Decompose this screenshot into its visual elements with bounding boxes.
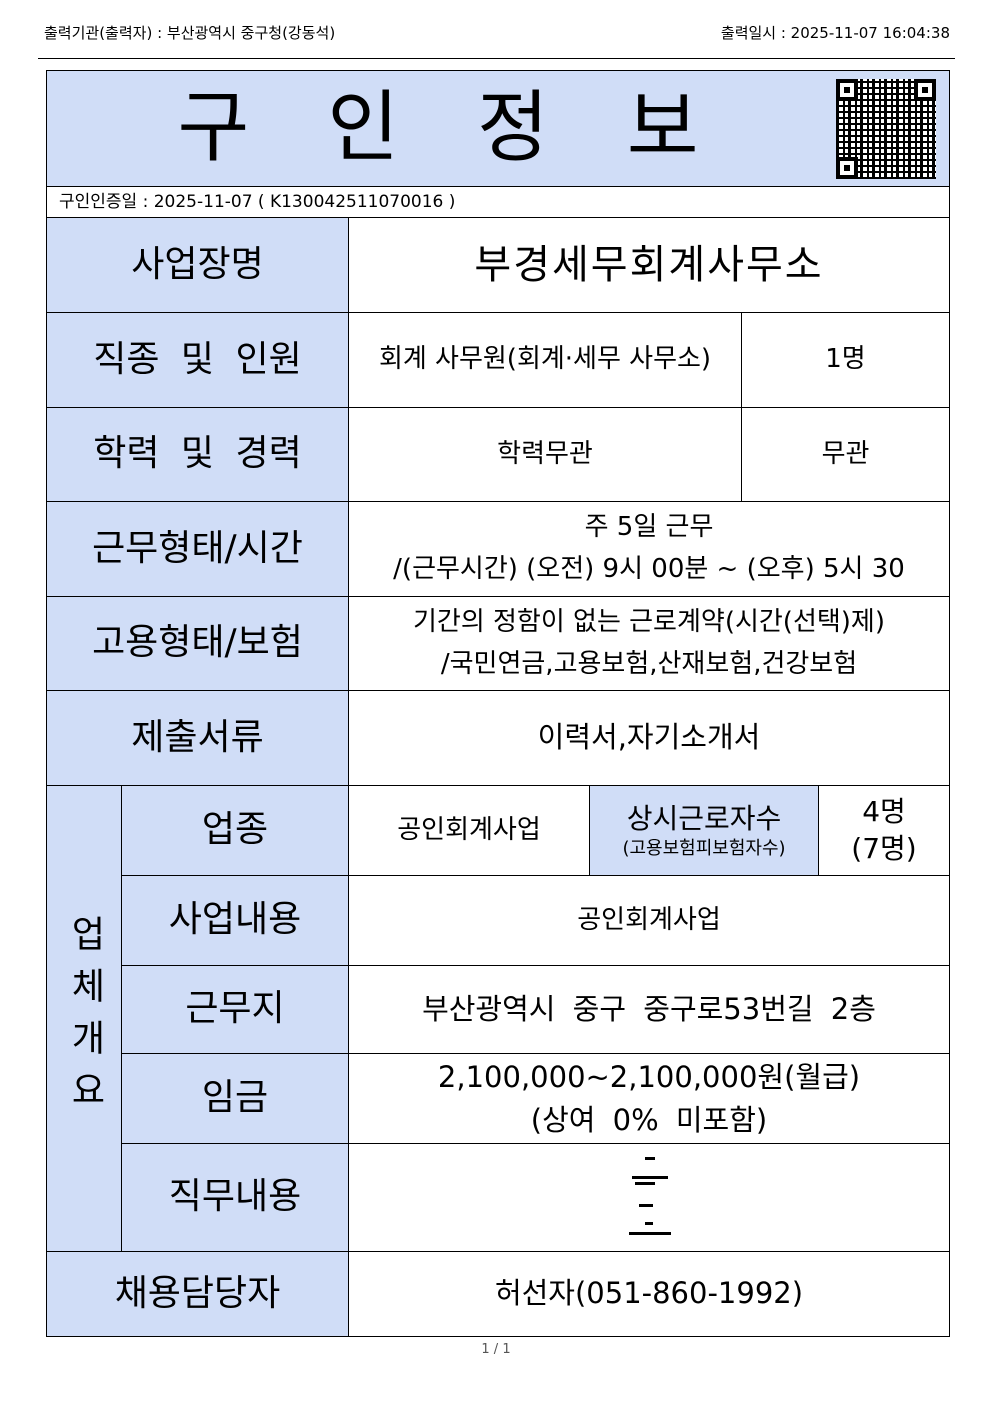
label-edu: 학력 및 경력 <box>47 408 349 502</box>
job-count: 1명 <box>742 313 950 408</box>
cert-info: 구인인증일 : 2025-11-07 ( K130042511070016 ) <box>47 187 950 218</box>
issuer-text: 출력기관(출력자) : 부산광역시 중구청(강동석) <box>44 24 336 42</box>
page-title: 구 인 정 보 <box>47 71 950 187</box>
job-title: 회계 사무원(회계·세무 사무소) <box>349 313 742 408</box>
label-location: 근무지 <box>122 966 349 1054</box>
documents: 이력서,자기소개서 <box>349 691 950 786</box>
contract-type: 기간의 정함이 없는 근로계약(시간(선택)제) <box>412 606 885 637</box>
qr-code-icon <box>836 79 936 179</box>
contact: 허선자(051-860-1992) <box>349 1252 950 1337</box>
label-work: 근무형태/시간 <box>47 502 349 597</box>
company-name: 부경세무회계사무소 <box>349 218 950 313</box>
work-hours: /(근무시간) (오전) 9시 00분 ~ (오후) 5시 30 <box>393 554 905 584</box>
label-wage: 임금 <box>122 1054 349 1144</box>
label-duty: 직무내용 <box>122 1144 349 1252</box>
label-docs: 제출서류 <box>47 691 349 786</box>
location: 부산광역시 중구 중구로53번길 2층 <box>349 966 950 1054</box>
wage: 2,100,000~2,100,000원(월급) <box>437 1060 861 1095</box>
label-overview: 업체개요 <box>47 786 122 1252</box>
label-employment: 고용형태/보험 <box>47 597 349 691</box>
education: 학력무관 <box>349 408 742 502</box>
bonus: (상여 0% 미포함) <box>530 1102 768 1137</box>
label-contact: 채용담당자 <box>47 1252 349 1337</box>
label-company: 사업장명 <box>47 218 349 313</box>
insured-count: (7명) <box>851 831 917 865</box>
career: 무관 <box>742 408 950 502</box>
industry: 공인회계사업 <box>349 786 590 876</box>
printed-at: 출력일시 : 2025-11-07 16:04:38 <box>720 24 950 42</box>
label-industry: 업종 <box>122 786 349 876</box>
business: 공인회계사업 <box>349 876 950 966</box>
divider <box>38 58 955 59</box>
worker-count: 4명 <box>862 795 906 829</box>
page-number: 1 / 1 <box>481 1342 511 1357</box>
label-job: 직종 및 인원 <box>47 313 349 408</box>
job-table: 구 인 정 보 구인인증일 : 2025-11-07 ( K1300425110… <box>46 70 950 1337</box>
label-workers: 상시근로자수 <box>626 801 782 835</box>
label-workers-sub: (고용보험피보험자수) <box>622 838 786 859</box>
insurance: /국민연금,고용보험,산재보험,건강보험 <box>440 648 858 679</box>
label-business: 사업내용 <box>122 876 349 966</box>
work-days: 주 5일 근무 <box>584 512 714 543</box>
duty-content <box>349 1144 950 1252</box>
